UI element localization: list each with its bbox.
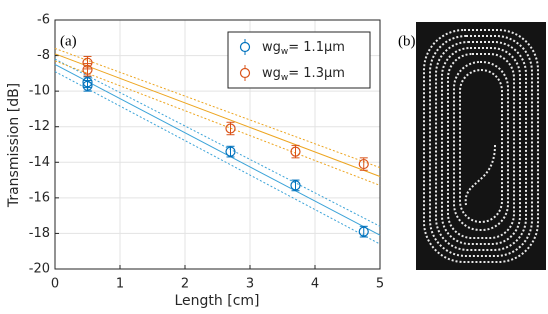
data-point [225, 123, 236, 134]
confidence-line [54, 47, 381, 169]
legend-label-part: = 1.3μm [288, 66, 345, 81]
y-tick-label: -10 [29, 84, 50, 99]
legend-label: wgw= 1.3μm [262, 66, 345, 83]
spiral-waveguide [423, 29, 539, 263]
legend-label-part: wg [262, 66, 281, 81]
data-point [290, 146, 301, 157]
data-point [225, 146, 236, 157]
legend-label-part: = 1.1μm [288, 40, 345, 55]
x-tick-label: 1 [116, 277, 124, 292]
data-point [358, 158, 369, 170]
legend-label: wgw= 1.1μm [262, 40, 345, 57]
x-tick-label: 0 [51, 277, 59, 292]
panel-label: (b) [398, 33, 416, 49]
y-tick-label: -6 [37, 13, 50, 28]
x-tick-label: 4 [311, 277, 319, 292]
legend-label-part: w [281, 73, 288, 83]
confidence-line [54, 58, 381, 227]
data-point [358, 226, 369, 237]
legend-box [227, 31, 371, 89]
y-tick-label: -18 [29, 226, 50, 241]
x-axis-label: Length [cm] [175, 293, 260, 309]
x-tick-label: 5 [376, 277, 384, 292]
y-axis-label: Transmission [dB] [6, 83, 22, 208]
legend-label-part: wg [262, 40, 281, 55]
panel-label: (a) [60, 33, 77, 49]
y-tick-label: -12 [29, 119, 50, 134]
fit-line [54, 64, 381, 236]
fit-line [54, 53, 381, 177]
y-tick-label: -14 [29, 155, 50, 170]
axes-frame [54, 19, 381, 270]
y-tick-label: -16 [29, 190, 50, 205]
y-tick-label: -8 [37, 48, 50, 63]
data-point [82, 80, 93, 91]
micrograph [416, 22, 546, 270]
x-tick-label: 2 [181, 277, 189, 292]
y-tick-label: -20 [29, 262, 50, 277]
x-tick-label: 3 [246, 277, 254, 292]
legend-marker [239, 67, 251, 79]
legend-marker [239, 41, 251, 53]
confidence-line [54, 71, 381, 245]
legend-label-part: w [281, 47, 288, 57]
data-point [82, 64, 93, 75]
data-point [290, 180, 301, 191]
